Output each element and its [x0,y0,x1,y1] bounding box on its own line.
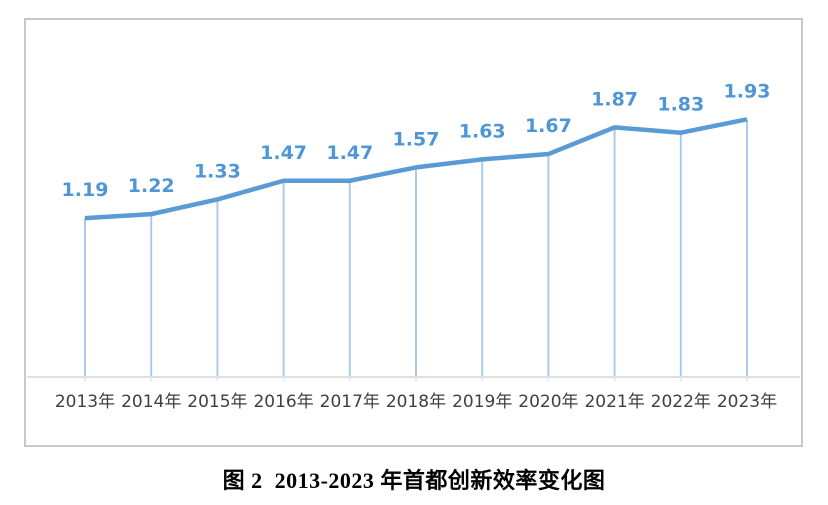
x-axis-label: 2013年 [55,392,115,412]
value-label: 1.19 [62,179,109,201]
x-axis-label: 2020年 [518,392,578,412]
x-axis-label: 2016年 [253,392,313,412]
x-axis-label: 2021年 [584,392,644,412]
value-label: 1.47 [326,142,373,164]
x-axis-label: 2015年 [187,392,247,412]
value-label: 1.22 [128,175,175,197]
x-axis-label: 2022年 [651,392,711,412]
x-axis-label: 2019年 [452,392,512,412]
value-label: 1.57 [393,128,440,150]
line-chart: 1.19 1.22 1.33 1.47 1.47 1.57 1.63 1.67 1.87 1.83… [27,80,800,412]
figure-caption: 图 2 2013-2023 年首都创新效率变化图 [222,468,606,493]
x-axis-label: 2017年 [320,392,380,412]
value-label: 1.83 [657,94,704,116]
value-label: 1.87 [591,88,638,110]
value-label: 1.63 [459,120,506,142]
chart-frame [24,18,803,447]
series-line [84,117,748,221]
x-axis-label: 2018年 [386,392,446,412]
value-label: 1.67 [525,115,572,137]
value-label: 1.33 [194,160,241,182]
x-axis-label: 2023年 [717,392,777,412]
value-label: 1.47 [260,142,307,164]
value-label: 1.93 [724,80,771,102]
x-axis-label: 2014年 [121,392,181,412]
